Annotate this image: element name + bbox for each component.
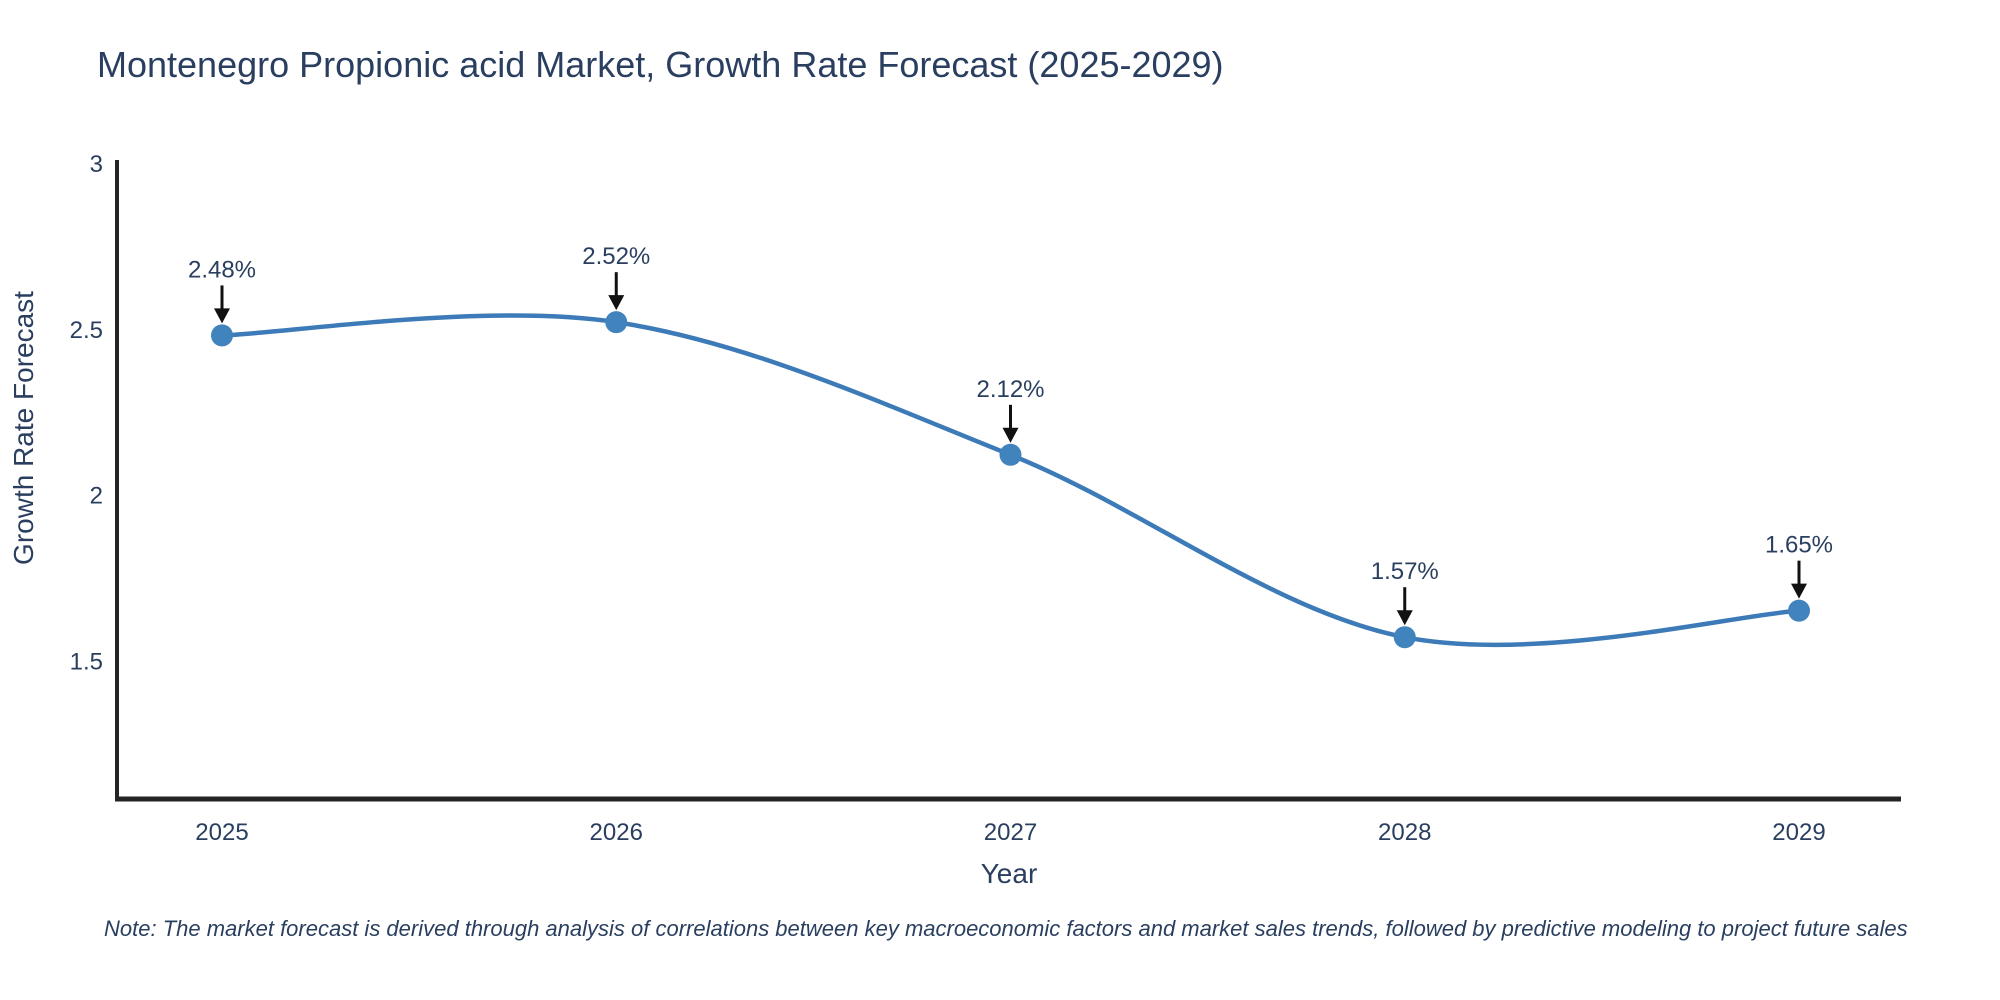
y-tick-label: 2.5 — [70, 317, 103, 344]
data-point-marker — [211, 324, 233, 347]
data-point-label: 1.65% — [1765, 532, 1833, 559]
data-point-marker — [1393, 626, 1416, 649]
data-point-label: 2.48% — [188, 256, 256, 283]
forecast-spline-line — [221, 313, 1800, 648]
y-tick-label: 3 — [90, 151, 103, 178]
x-tick-label: 2025 — [195, 819, 248, 846]
x-axis-title: Year — [980, 858, 1038, 889]
annotation-arrowhead — [1396, 610, 1413, 626]
annotation-arrowhead — [214, 308, 230, 324]
x-tick-label: 2027 — [984, 819, 1037, 846]
data-point-marker — [999, 443, 1022, 466]
footnote-text: Note: The market forecast is derived thr… — [104, 916, 1908, 941]
x-tick-label: 2026 — [590, 819, 643, 846]
y-axis-title-text: Growth Rate Forecast — [8, 291, 39, 565]
data-point-label: 1.57% — [1371, 558, 1439, 585]
data-point-label: 2.12% — [976, 376, 1044, 403]
y-tick-label: 1.5 — [70, 648, 103, 675]
annotation-arrowhead — [1791, 583, 1807, 599]
x-tick-label: 2029 — [1772, 819, 1825, 846]
data-point-label: 2.52% — [582, 243, 650, 270]
annotation-arrowhead — [608, 295, 625, 311]
data-point-marker — [1788, 599, 1810, 622]
annotation-arrowhead — [1002, 427, 1019, 443]
x-tick-label: 2028 — [1378, 819, 1431, 846]
y-tick-label: 2 — [90, 483, 103, 510]
chart-title: Montenegro Propionic acid Market, Growth… — [97, 44, 1224, 85]
data-point-marker — [605, 311, 628, 334]
